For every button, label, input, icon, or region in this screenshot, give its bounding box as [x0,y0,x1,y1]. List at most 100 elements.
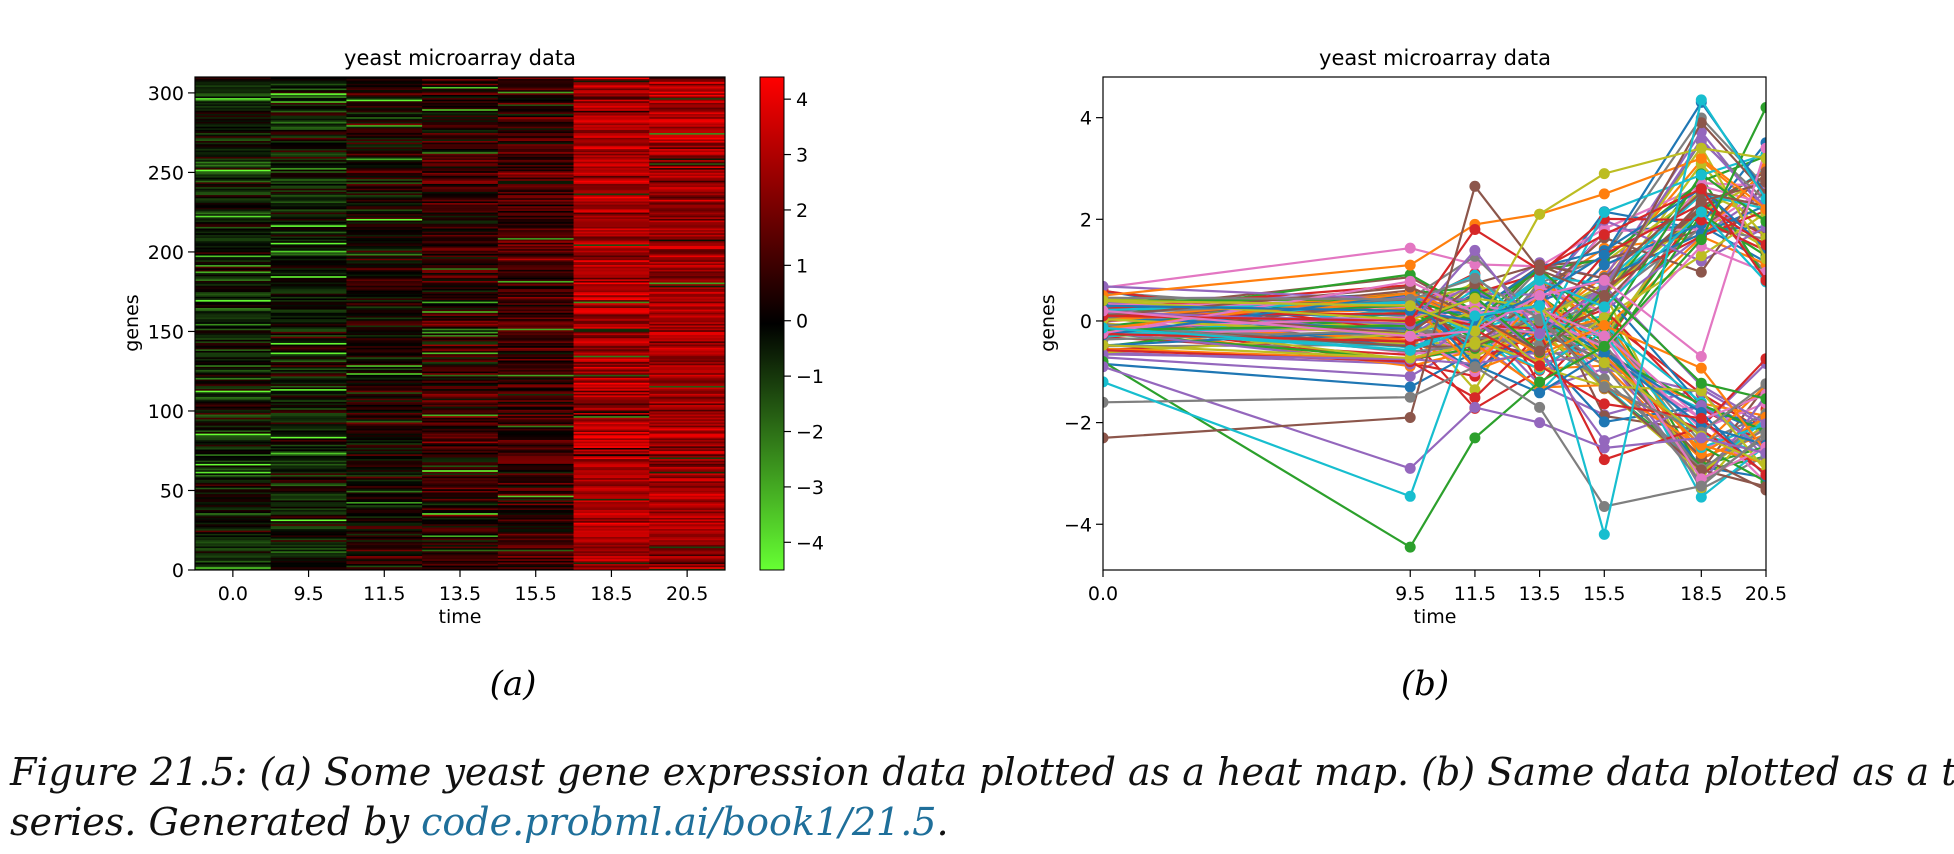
heatmap-cell [346,329,423,332]
heatmap-cell [573,374,650,377]
heatmap-cell [649,177,726,180]
heatmap-cell [573,248,650,251]
series-point [1598,312,1610,324]
heatmap-cell [497,81,574,84]
heatmap-cell [270,407,347,410]
figure-panels: yeast microarray data 050100150200250300… [121,46,1787,704]
heatmap-cell [195,123,272,126]
heatmap-cell [195,150,272,153]
heatmap-cell [497,503,574,506]
heatmap-cell [649,465,726,468]
heatmap-cell [270,277,347,280]
heatmap-cell [573,175,650,178]
caption-link[interactable]: code.probml.ai/book1/21.5 [421,800,937,844]
heatmap-cell [270,239,347,242]
heatmap-cell [195,410,272,413]
heatmap-cell [422,409,499,412]
heatmap-cell [346,266,423,269]
heatmap-cell [573,504,650,507]
heatmap-cell [195,169,272,172]
heatmap-cell [346,127,423,130]
heatmap-cell [195,449,272,452]
heatmap-cell [270,455,347,458]
heatmap-cell [649,236,726,239]
series-point [1760,203,1766,215]
heatmap-cell [573,156,650,159]
heatmap-cell [649,517,726,520]
heatmap-cell [422,188,499,191]
heatmap-cell [346,205,423,208]
heatmap-cell [573,558,650,561]
heatmap-cell [270,181,347,184]
heatmap-cell [346,304,423,307]
heatmap-cell [270,463,347,466]
heatmap-cell [346,461,423,464]
heatmap-cell [346,403,423,406]
heatmap-cell [573,550,650,553]
heatmap-cell [195,232,272,235]
heatmap-cell [195,333,272,336]
heatmap-x-tick-label: 13.5 [439,583,481,605]
heatmap-cell [195,80,272,83]
heatmap-cell [195,202,272,205]
heatmap-cell [497,143,574,146]
heatmap-cell [497,131,574,134]
heatmap-cell [649,172,726,175]
heatmap-cell [573,107,650,110]
heatmap-cell [497,301,574,304]
heatmap-cell [497,441,574,444]
heatmap-cell [346,409,423,412]
heatmap-cell [346,280,423,283]
heatmap-cell [195,272,272,275]
heatmap-cell [573,329,650,332]
heatmap-cell [649,207,726,210]
heatmap-cell [422,229,499,232]
heatmap-cell [573,336,650,339]
heatmap-cell [195,139,272,142]
heatmap-cell [270,383,347,386]
heatmap-cell [422,560,499,563]
heatmap-cell [346,439,423,442]
heatmap-cell [573,263,650,266]
heatmap-cell [497,236,574,239]
heatmap-cell [497,290,574,293]
heatmap-cell [573,323,650,326]
heatmap-cell [422,285,499,288]
heatmap-cell [573,438,650,440]
heatmap-cell [649,296,726,299]
heatmap-cell [649,137,726,140]
heatmap-cell [195,438,272,440]
lineplot-x-label: time [1414,606,1457,628]
heatmap-cell [422,116,499,119]
heatmap-cell [573,325,650,328]
heatmap-cell [270,514,347,517]
heatmap-cell [270,439,347,442]
heatmap-cell [195,166,272,169]
heatmap-cell [497,565,574,568]
heatmap-cell [422,318,499,321]
series-point [1760,393,1766,405]
heatmap-cell [195,183,272,186]
heatmap-cell [497,96,574,99]
heatmap-cell [346,374,423,377]
heatmap-cell [270,500,347,503]
heatmap-cell [346,544,423,547]
heatmap-cell [422,174,499,176]
heatmap-cell [422,515,499,518]
heatmap-cell [346,110,423,113]
heatmap-cell [422,388,499,391]
heatmap-cell [195,444,272,447]
heatmap-cell [422,107,499,110]
heatmap-cell [422,291,499,294]
heatmap-cell [573,418,650,421]
heatmap-cell [573,102,650,105]
heatmap-cell [270,253,347,256]
heatmap-cell [346,161,423,164]
heatmap-cell [195,313,272,316]
heatmap-cell [649,404,726,407]
lineplot-frame [1102,76,1767,571]
heatmap-cell [497,401,574,404]
heatmap-cell [346,123,423,126]
heatmap-cell [195,418,272,421]
colorbar-gradient [759,76,785,571]
